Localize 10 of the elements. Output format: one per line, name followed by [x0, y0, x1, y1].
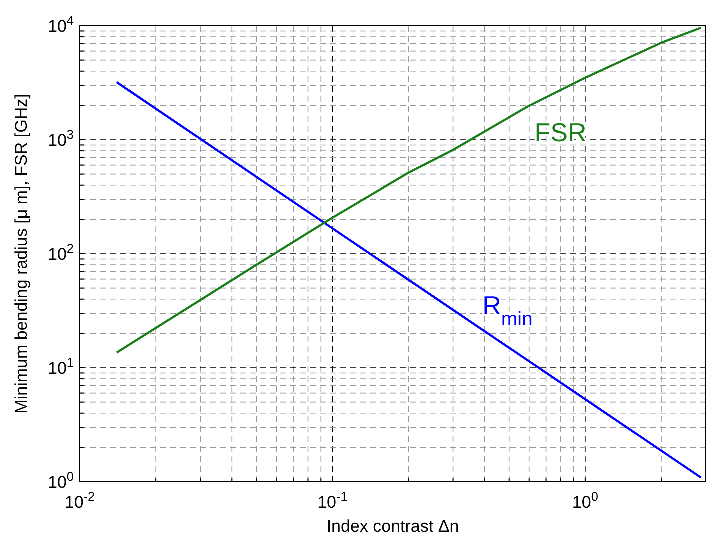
y-axis-title: Minimum bending radius [μ m], FSR [GHz] [12, 94, 31, 414]
x-tick-label: 10$^{-1}$ [318, 488, 348, 512]
y-tick-label: 10$^{1}$ [48, 354, 74, 378]
x-tick-label: 10$^{0}$ [572, 488, 598, 512]
series-label: FSR [534, 117, 587, 148]
x-axis-title: Index contrast Δn [326, 517, 460, 536]
series-label: R$_{min}$ [482, 290, 533, 331]
y-tick-label: 10$^{4}$ [48, 12, 74, 36]
y-tick-label: 10$^{3}$ [48, 126, 74, 150]
y-tick-label: 10$^{2}$ [48, 240, 74, 264]
